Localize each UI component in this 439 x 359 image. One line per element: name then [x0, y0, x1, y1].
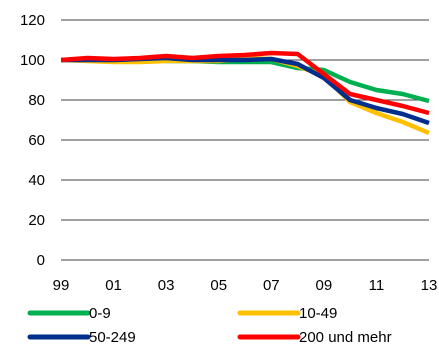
legend: 0-9 10-49 50-249 200 und mehr	[27, 305, 392, 346]
x-tick-label: 01	[105, 277, 122, 294]
y-tick-label: 100	[20, 52, 45, 69]
legend-item: 10-49	[237, 305, 337, 322]
series-line-200-und-mehr	[60, 50, 430, 116]
y-tick-label: 80	[28, 92, 45, 109]
x-tick-label: 09	[316, 277, 333, 294]
legend-label: 10-49	[299, 305, 337, 322]
y-axis-tick-labels: 0 20 40 60 80 100 120	[20, 12, 45, 269]
y-tick-label: 20	[28, 212, 45, 229]
series-line-10-49	[60, 55, 430, 136]
legend-label: 50-249	[89, 329, 136, 346]
x-tick-label: 03	[158, 277, 175, 294]
x-axis-tick-labels: 99 01 03 05 07 09 11 13	[53, 277, 438, 294]
y-tick-label: 40	[28, 172, 45, 189]
y-tick-label: 0	[37, 252, 45, 269]
series-lines	[60, 50, 430, 136]
x-tick-label: 11	[369, 277, 385, 294]
x-tick-label: 05	[210, 277, 227, 294]
series-line-0-9	[61, 56, 430, 104]
x-tick-label: 07	[263, 277, 280, 294]
y-tick-label: 60	[28, 132, 45, 149]
legend-item: 200 und mehr	[237, 329, 392, 346]
legend-label: 200 und mehr	[299, 329, 392, 346]
legend-label: 0-9	[89, 305, 111, 322]
legend-item: 0-9	[27, 305, 111, 322]
x-tick-label: 13	[421, 277, 438, 294]
legend-item: 50-249	[27, 329, 136, 346]
x-tick-label: 99	[53, 277, 70, 294]
y-tick-label: 120	[20, 12, 45, 29]
